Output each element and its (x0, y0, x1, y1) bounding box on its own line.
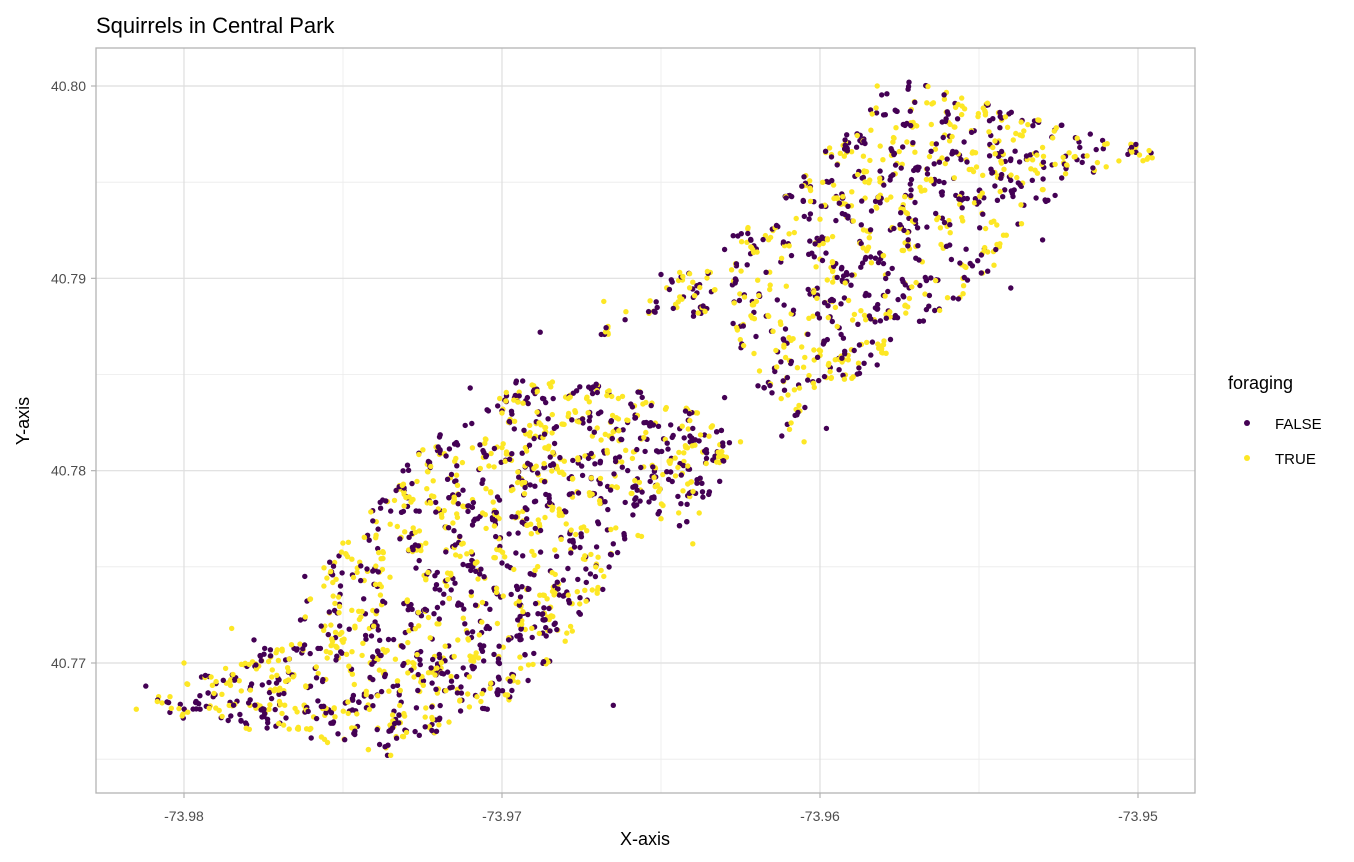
y-axis-ticks: 40.77 40.78 40.79 40.80 (51, 78, 96, 671)
x-tick-label: -73.98 (164, 808, 204, 824)
chart-title: Squirrels in Central Park (96, 13, 335, 38)
legend-key-true-icon (1244, 455, 1250, 461)
y-tick-label: 40.79 (51, 270, 86, 286)
y-tick-label: 40.80 (51, 78, 86, 94)
y-tick-label: 40.78 (51, 463, 86, 479)
legend-label-true: TRUE (1275, 451, 1316, 468)
y-tick-label: 40.77 (51, 655, 86, 671)
y-axis-title: Y-axis (13, 397, 33, 445)
x-axis-ticks: -73.98 -73.97 -73.96 -73.95 (164, 793, 1158, 824)
data-points (133, 79, 1155, 758)
legend-key-false-icon (1244, 420, 1250, 426)
plot-panel (95, 47, 1196, 794)
legend: foraging FALSE TRUE (1228, 373, 1322, 468)
legend-title: foraging (1228, 373, 1293, 393)
x-axis-title: X-axis (620, 829, 670, 849)
x-tick-label: -73.97 (482, 808, 522, 824)
x-tick-label: -73.96 (800, 808, 840, 824)
minor-gridlines (96, 48, 1195, 793)
x-tick-label: -73.95 (1118, 808, 1158, 824)
legend-label-false: FALSE (1275, 416, 1322, 433)
